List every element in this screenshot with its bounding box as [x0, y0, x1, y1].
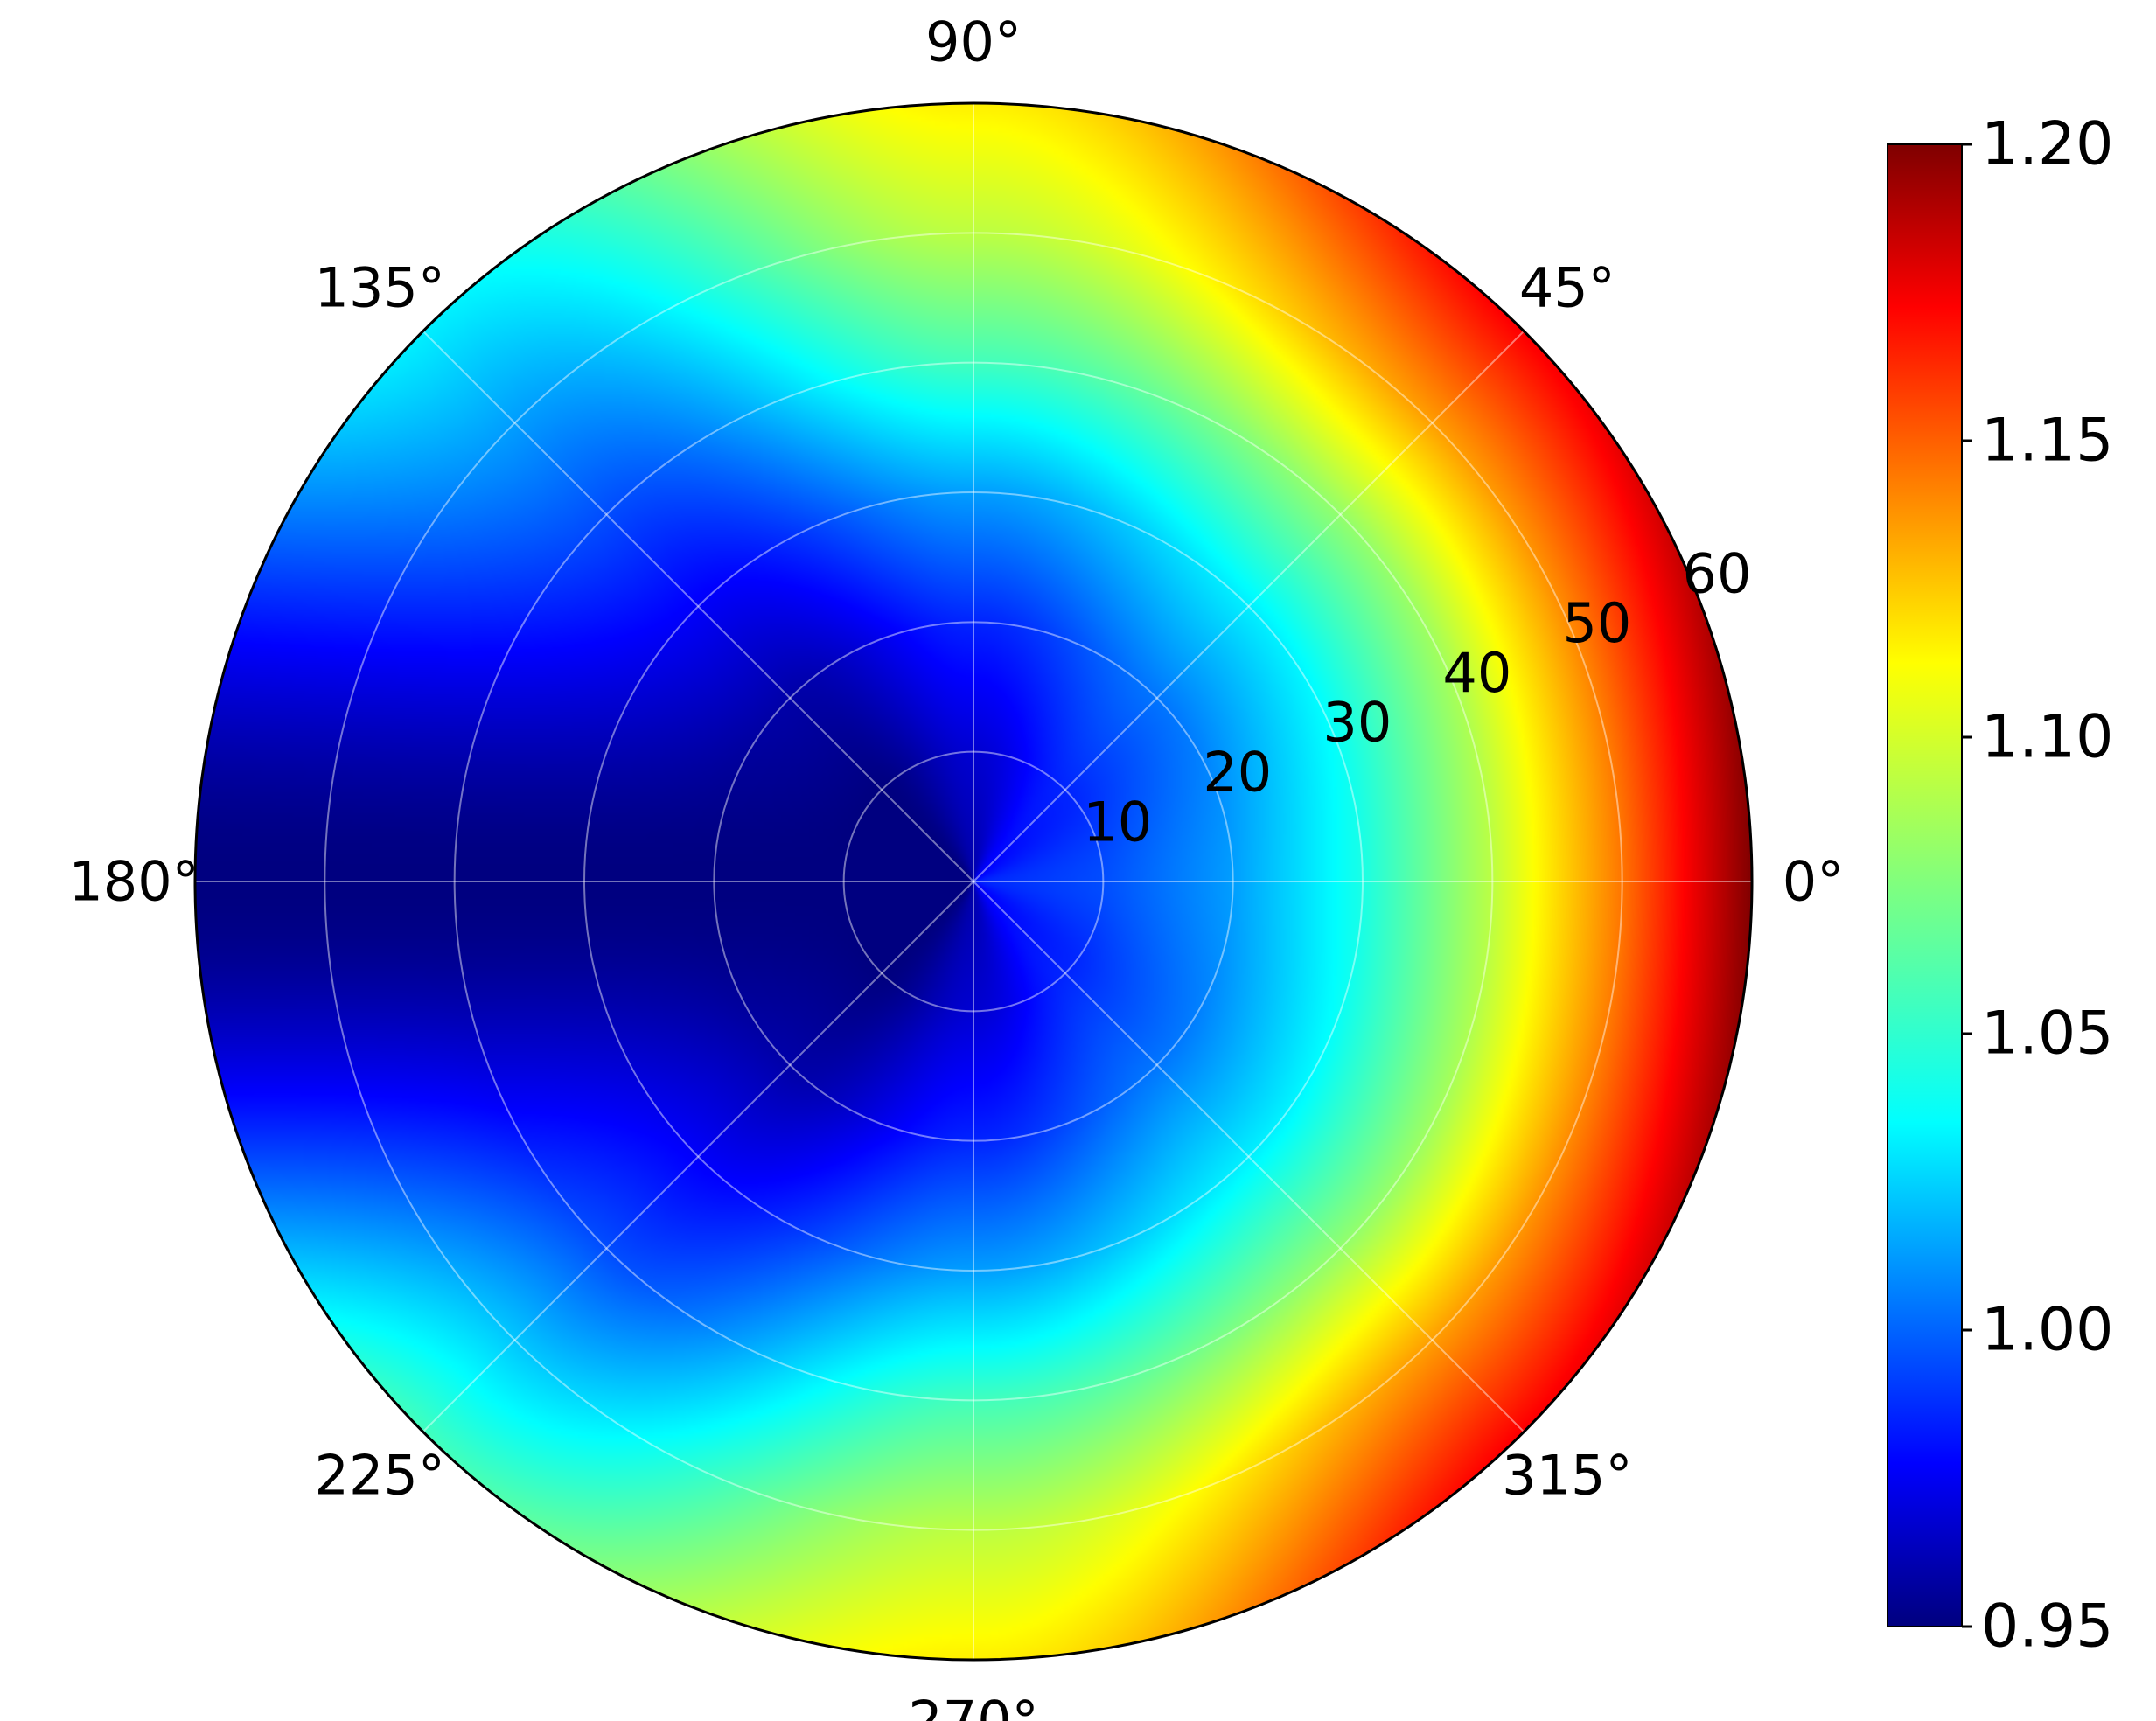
radial-tick-label: 40 [1442, 641, 1511, 705]
grid-circle [713, 621, 1234, 1142]
colorbar-tick-label: 1.00 [1981, 1296, 2113, 1365]
grid-circle [453, 361, 1494, 1402]
radial-tick-label: 20 [1203, 740, 1272, 804]
angular-tick-label: 90° [925, 10, 1022, 74]
heatmap-field [195, 103, 1752, 1660]
colorbar-tick-label: 1.15 [1981, 407, 2113, 476]
grid-spoke [973, 881, 1525, 1433]
angular-tick-label: 315° [1502, 1443, 1632, 1507]
grid-circle [583, 491, 1364, 1272]
radial-tick-labels: 10 20 30 40 50 60 [1083, 541, 1751, 854]
colorbar-ticks: 0.95 1.00 1.05 1.10 1.15 1.20 [1962, 110, 2113, 1662]
colorbar-tick-label: 1.05 [1981, 1000, 2113, 1069]
colorbar-gradient [1887, 143, 1963, 1627]
grid-spoke [422, 330, 974, 882]
grid-circle [842, 750, 1105, 1013]
polar-frame [193, 101, 1754, 1662]
angular-tick-label: 0° [1783, 850, 1844, 914]
angular-tick-label: 45° [1519, 256, 1615, 320]
angular-tick-label: 135° [315, 256, 445, 320]
colorbar-tick-label: 1.10 [1981, 703, 2113, 772]
colorbar: 0.95 1.00 1.05 1.10 1.15 1.20 [1887, 110, 2113, 1662]
polar-grid [194, 102, 1753, 1661]
angular-tick-label: 225° [315, 1443, 445, 1507]
grid-spoke [973, 330, 1525, 882]
angular-tick-labels: 0° 45° 90° 135° 180° 225° 270° 315° [68, 10, 1844, 1721]
angular-tick-label: 270° [908, 1690, 1038, 1721]
polar-plot-area [193, 101, 1754, 1662]
radial-tick-label: 50 [1562, 591, 1631, 655]
radial-tick-label: 30 [1322, 691, 1392, 755]
colorbar-tick-label: 1.20 [1981, 110, 2113, 179]
radial-tick-label: 10 [1083, 790, 1152, 854]
grid-spoke [422, 881, 974, 1433]
radial-tick-label: 60 [1683, 541, 1752, 605]
grid-circle [324, 232, 1623, 1531]
colorbar-tick-label: 0.95 [1981, 1592, 2113, 1662]
angular-tick-label: 180° [68, 850, 199, 914]
